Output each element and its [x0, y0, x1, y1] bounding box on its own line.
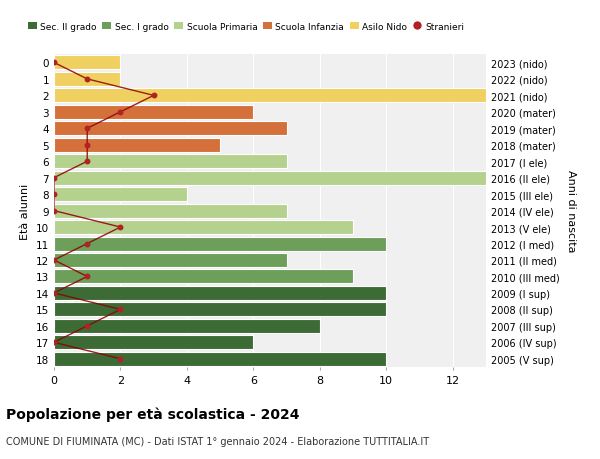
- Point: [116, 109, 125, 116]
- Point: [116, 306, 125, 313]
- Point: [49, 207, 59, 215]
- Bar: [54, 122, 287, 136]
- Point: [82, 142, 92, 149]
- Text: COMUNE DI FIUMINATA (MC) - Dati ISTAT 1° gennaio 2024 - Elaborazione TUTTITALIA.: COMUNE DI FIUMINATA (MC) - Dati ISTAT 1°…: [6, 436, 429, 446]
- Bar: [54, 319, 320, 333]
- Bar: [54, 73, 121, 87]
- Point: [82, 273, 92, 280]
- Bar: [54, 139, 220, 152]
- Point: [116, 224, 125, 231]
- Bar: [54, 56, 121, 70]
- Point: [82, 76, 92, 84]
- Bar: [54, 106, 253, 119]
- Legend: Sec. II grado, Sec. I grado, Scuola Primaria, Scuola Infanzia, Asilo Nido, Stran: Sec. II grado, Sec. I grado, Scuola Prim…: [24, 19, 468, 35]
- Point: [49, 60, 59, 67]
- Y-axis label: Età alunni: Età alunni: [20, 183, 31, 239]
- Bar: [54, 270, 353, 284]
- Point: [82, 125, 92, 133]
- Bar: [54, 204, 287, 218]
- Bar: [54, 253, 287, 268]
- Point: [49, 174, 59, 182]
- Point: [82, 241, 92, 248]
- Point: [49, 257, 59, 264]
- Point: [49, 290, 59, 297]
- Point: [149, 92, 158, 100]
- Bar: [54, 352, 386, 366]
- Bar: [54, 303, 386, 317]
- Bar: [54, 237, 386, 251]
- Bar: [54, 155, 287, 169]
- Bar: [54, 221, 353, 235]
- Y-axis label: Anni di nascita: Anni di nascita: [566, 170, 576, 252]
- Point: [82, 323, 92, 330]
- Point: [116, 355, 125, 363]
- Point: [82, 158, 92, 166]
- Point: [49, 339, 59, 346]
- Text: Popolazione per età scolastica - 2024: Popolazione per età scolastica - 2024: [6, 406, 299, 421]
- Bar: [54, 171, 486, 185]
- Bar: [54, 336, 253, 350]
- Bar: [54, 89, 486, 103]
- Point: [49, 191, 59, 198]
- Bar: [54, 286, 386, 300]
- Bar: [54, 188, 187, 202]
